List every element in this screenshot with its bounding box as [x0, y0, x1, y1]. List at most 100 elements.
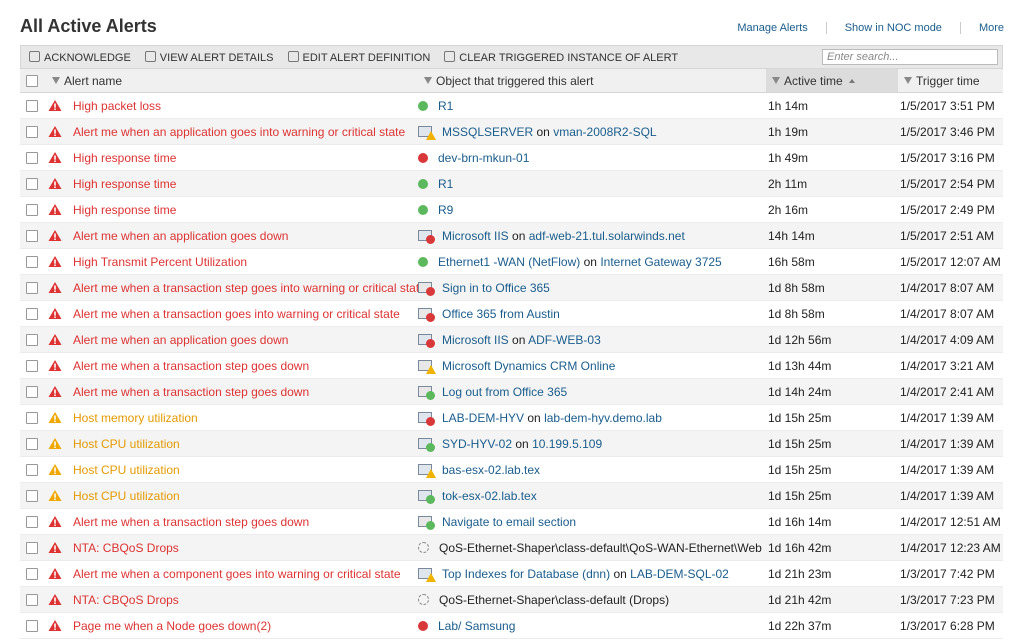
alert-name[interactable]: High packet loss	[73, 98, 162, 113]
row-checkbox[interactable]	[26, 619, 38, 632]
alert-row[interactable]: Host CPU utilization SYD-HYV-02 on 10.199…	[20, 431, 1003, 457]
alert-row[interactable]: Host CPU utilization bas-esx-02.lab.tex 1d…	[20, 457, 1003, 483]
object-link[interactable]: Ethernet1 -WAN (NetFlow)	[438, 254, 581, 269]
object-link[interactable]: R9	[438, 202, 454, 217]
row-checkbox[interactable]	[26, 515, 38, 528]
object-link[interactable]: R1	[438, 176, 454, 191]
alert-row[interactable]: High packet loss R1 1h 14m 1/5/2017 3:51 PM	[20, 93, 1003, 119]
row-checkbox[interactable]	[26, 567, 38, 580]
header-link[interactable]: Manage Alerts	[737, 22, 808, 34]
object-link[interactable]: Microsoft IIS	[442, 332, 509, 347]
row-checkbox[interactable]	[26, 151, 38, 164]
row-checkbox[interactable]	[26, 203, 38, 216]
object-link[interactable]: Navigate to email section	[442, 514, 577, 529]
alert-row[interactable]: Page me when a Node goes down(2) Lab/ Sam…	[20, 613, 1003, 639]
header-cell[interactable]: Trigger time	[898, 69, 1003, 92]
object-link[interactable]: lab-dem-hyv.demo.lab	[544, 410, 662, 425]
alert-name[interactable]: NTA: CBQoS Drops	[73, 592, 179, 607]
alert-row[interactable]: High response time R9 2h 16m 1/5/2017 2:49 …	[20, 197, 1003, 223]
toolbar-action[interactable]: VIEW ALERT DETAILS	[145, 51, 274, 64]
toolbar-action[interactable]: ACKNOWLEDGE	[29, 51, 131, 64]
alert-name[interactable]: Alert me when an application goes into w…	[73, 124, 406, 139]
object-link[interactable]: adf-web-21.tul.solarwinds.net	[528, 228, 685, 243]
row-checkbox[interactable]	[26, 437, 38, 450]
alert-name[interactable]: Alert me when an application goes down	[73, 228, 289, 243]
object-link[interactable]: LAB-DEM-HYV	[442, 410, 525, 425]
alert-name[interactable]: High response time	[73, 150, 177, 165]
header-cell[interactable]: Alert name	[46, 69, 418, 92]
alert-name[interactable]: High Transmit Percent Utilization	[73, 254, 248, 269]
row-checkbox[interactable]	[26, 593, 38, 606]
row-checkbox[interactable]	[26, 229, 38, 242]
alert-row[interactable]: Alert me when a component goes into warn…	[20, 561, 1003, 587]
alert-name[interactable]: NTA: CBQoS Drops	[73, 540, 179, 555]
object-link[interactable]: Log out from Office 365	[442, 384, 568, 399]
row-checkbox[interactable]	[26, 255, 38, 268]
row-checkbox[interactable]	[26, 307, 38, 320]
select-all-checkbox[interactable]	[26, 74, 38, 87]
alert-name[interactable]: Page me when a Node goes down(2)	[73, 618, 272, 633]
alert-row[interactable]: Alert me when a transaction step goes do…	[20, 509, 1003, 535]
object-link[interactable]: 10.199.5.109	[532, 436, 603, 451]
alert-row[interactable]: Alert me when a transaction step goes do…	[20, 353, 1003, 379]
alert-name[interactable]: Alert me when a transaction step goes do…	[73, 358, 310, 373]
alert-row[interactable]: NTA: CBQoS Drops QoS-Ethernet-Shaper\clas…	[20, 535, 1003, 561]
row-checkbox[interactable]	[26, 99, 38, 112]
alert-row[interactable]: Host memory utilization LAB-DEM-HYV on la…	[20, 405, 1003, 431]
object-link[interactable]: Sign in to Office 365	[442, 280, 550, 295]
alert-name[interactable]: High response time	[73, 202, 177, 217]
alert-name[interactable]: Alert me when a component goes into warn…	[73, 566, 401, 581]
row-checkbox[interactable]	[26, 411, 38, 424]
header-link[interactable]: Show in NOC mode	[844, 22, 942, 34]
object-link[interactable]: R1	[438, 98, 454, 113]
alert-row[interactable]: High response time dev-brn-mkun-01 1h 49m 1…	[20, 145, 1003, 171]
object-link[interactable]: MSSQLSERVER	[442, 124, 534, 139]
row-checkbox[interactable]	[26, 385, 38, 398]
alert-row[interactable]: NTA: CBQoS Drops QoS-Ethernet-Shaper\clas…	[20, 587, 1003, 613]
alert-row[interactable]: Alert me when an application goes down Mi…	[20, 223, 1003, 249]
alert-name[interactable]: Host CPU utilization	[73, 462, 180, 477]
alert-row[interactable]: High Transmit Percent Utilization Etherne…	[20, 249, 1003, 275]
alert-row[interactable]: Alert me when an application goes into w…	[20, 119, 1003, 145]
alert-name[interactable]: Alert me when a transaction step goes in…	[73, 280, 419, 295]
alert-name[interactable]: Alert me when an application goes down	[73, 332, 289, 347]
alert-row[interactable]: Alert me when a transaction goes into wa…	[20, 301, 1003, 327]
row-checkbox[interactable]	[26, 177, 38, 190]
alert-name[interactable]: Alert me when a transaction step goes do…	[73, 384, 310, 399]
row-checkbox[interactable]	[26, 281, 38, 294]
alert-row[interactable]: High response time R1 2h 11m 1/5/2017 2:54 …	[20, 171, 1003, 197]
alert-row[interactable]: Alert me when an application goes down Mi…	[20, 327, 1003, 353]
alert-row[interactable]: Host CPU utilization tok-esx-02.lab.tex 1d…	[20, 483, 1003, 509]
header-cell[interactable]: Active time	[766, 69, 898, 92]
alert-row[interactable]: Alert me when a transaction step goes in…	[20, 275, 1003, 301]
object-link[interactable]: Lab/ Samsung	[438, 618, 516, 633]
object-link[interactable]: SYD-HYV-02	[442, 436, 513, 451]
row-checkbox[interactable]	[26, 489, 38, 502]
alert-name[interactable]: Host memory utilization	[73, 410, 198, 425]
row-checkbox[interactable]	[26, 359, 38, 372]
object-link[interactable]: Internet Gateway 3725	[600, 254, 722, 269]
toolbar-action[interactable]: EDIT ALERT DEFINITION	[288, 51, 431, 64]
alert-name[interactable]: Host CPU utilization	[73, 488, 180, 503]
row-checkbox[interactable]	[26, 125, 38, 138]
alert-name[interactable]: High response time	[73, 176, 177, 191]
object-link[interactable]: LAB-DEM-SQL-02	[630, 566, 729, 581]
object-link[interactable]: Office 365 from Austin	[442, 306, 560, 321]
row-checkbox[interactable]	[26, 541, 38, 554]
header-link[interactable]: More	[978, 22, 1004, 34]
object-link[interactable]: Microsoft IIS	[442, 228, 509, 243]
object-link[interactable]: Microsoft Dynamics CRM Online	[442, 358, 616, 373]
object-link[interactable]: ADF-WEB-03	[528, 332, 601, 347]
search-box[interactable]: Enter search...	[822, 49, 998, 65]
alert-name[interactable]: Host CPU utilization	[73, 436, 180, 451]
alert-name[interactable]: Alert me when a transaction goes into wa…	[73, 306, 400, 321]
object-link[interactable]: tok-esx-02.lab.tex	[442, 488, 537, 503]
toolbar-action[interactable]: CLEAR TRIGGERED INSTANCE OF ALERT	[444, 51, 678, 64]
object-link[interactable]: bas-esx-02.lab.tex	[442, 462, 541, 477]
object-link[interactable]: Top Indexes for Database (dnn)	[442, 566, 611, 581]
object-link[interactable]: vman-2008R2-SQL	[553, 124, 657, 139]
alert-name[interactable]: Alert me when a transaction step goes do…	[73, 514, 310, 529]
row-checkbox[interactable]	[26, 463, 38, 476]
alert-row[interactable]: Alert me when a transaction step goes do…	[20, 379, 1003, 405]
object-link[interactable]: dev-brn-mkun-01	[438, 150, 530, 165]
